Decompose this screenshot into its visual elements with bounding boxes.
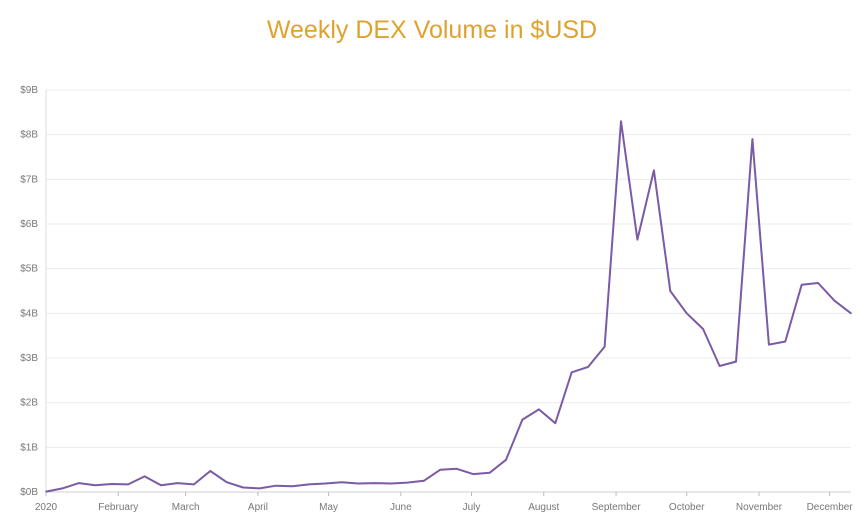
x-tick-label: September	[592, 502, 642, 513]
y-tick-label: $9B	[20, 85, 38, 96]
data-point	[685, 312, 688, 315]
data-point	[242, 486, 244, 489]
x-axis: 2020 February March April May June July August S…	[35, 492, 853, 513]
x-tick-label: 2020	[35, 502, 58, 513]
data-point	[176, 482, 179, 484]
x-tick-label: April	[248, 502, 268, 513]
x-tick-label: November	[736, 502, 783, 513]
data-point	[538, 408, 540, 411]
data-point	[472, 473, 474, 475]
data-point	[488, 471, 491, 474]
gridlines	[45, 89, 851, 493]
data-point	[110, 483, 113, 485]
x-tick-label: June	[390, 502, 412, 513]
data-point	[258, 487, 261, 490]
series-line-dex-volume	[45, 120, 852, 493]
data-points	[45, 120, 852, 493]
data-point	[78, 482, 80, 484]
x-tick-label: December	[807, 502, 854, 513]
x-tick-label: October	[669, 502, 705, 513]
data-point	[61, 487, 64, 490]
data-point	[718, 365, 721, 367]
data-point	[505, 459, 507, 461]
data-point	[193, 483, 195, 486]
x-tick-label: May	[319, 502, 338, 513]
x-tick-label: February	[98, 502, 138, 513]
y-tick-label: $1B	[20, 442, 38, 453]
data-point	[127, 483, 129, 486]
data-point	[308, 483, 310, 486]
y-tick-label: $2B	[20, 398, 38, 409]
data-point	[209, 470, 212, 472]
data-point	[850, 312, 852, 315]
data-point	[340, 481, 343, 483]
data-point	[653, 169, 655, 172]
y-axis: $0B $1B $2B $3B $4B $5B $6B $7B $8B $9B	[20, 85, 38, 498]
data-point	[373, 482, 376, 484]
data-point	[817, 282, 819, 284]
data-point	[751, 138, 754, 140]
y-tick-label: $6B	[20, 219, 38, 230]
data-point	[702, 328, 704, 330]
data-point	[603, 346, 606, 348]
data-point	[455, 467, 458, 470]
data-point	[636, 238, 639, 241]
y-tick-label: $3B	[20, 353, 38, 364]
data-point	[439, 468, 442, 471]
data-point	[390, 482, 392, 485]
data-point	[94, 484, 97, 487]
data-point	[521, 418, 524, 421]
data-point	[275, 484, 277, 487]
x-tick-label: August	[528, 502, 559, 513]
data-point	[406, 481, 409, 484]
y-tick-label: $7B	[20, 174, 38, 185]
data-point	[423, 480, 425, 482]
data-point	[45, 490, 47, 493]
y-tick-label: $4B	[20, 308, 38, 319]
data-point	[225, 481, 228, 483]
data-point	[784, 340, 787, 343]
data-point	[143, 475, 146, 478]
data-point	[357, 482, 359, 485]
data-point	[554, 422, 557, 425]
data-point	[587, 366, 589, 368]
y-tick-label: $0B	[20, 487, 38, 498]
data-point	[570, 371, 573, 374]
data-point	[735, 360, 737, 363]
data-point	[833, 300, 836, 302]
chart-title: Weekly DEX Volume in $USD	[267, 16, 597, 44]
x-tick-label: March	[172, 502, 200, 513]
data-point	[291, 485, 294, 487]
data-point	[160, 484, 162, 487]
data-point	[324, 482, 327, 485]
data-point	[620, 120, 622, 123]
data-point	[669, 290, 672, 292]
y-tick-label: $5B	[20, 264, 38, 275]
data-point	[768, 343, 770, 346]
x-tick-label: July	[463, 502, 481, 513]
y-tick-label: $8B	[20, 130, 38, 141]
data-point	[800, 283, 803, 286]
